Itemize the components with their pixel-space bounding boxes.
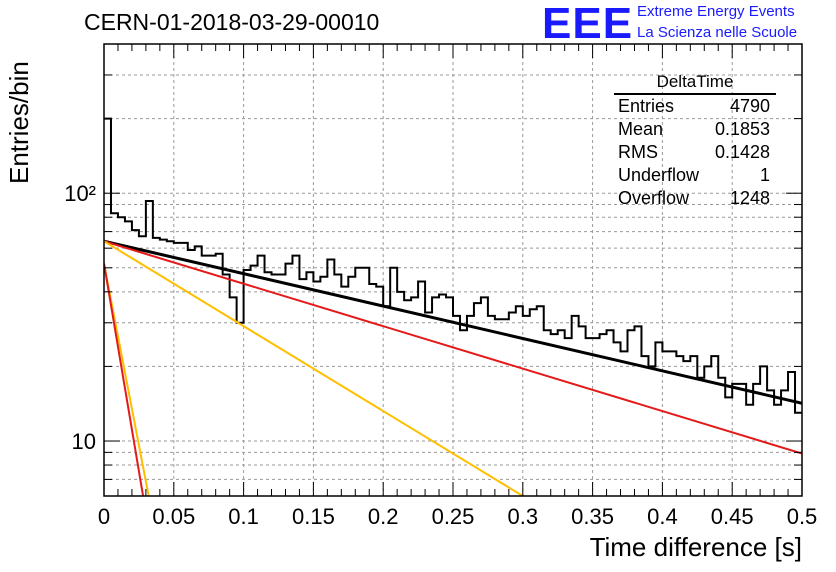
x-tick-label: 0.25 xyxy=(432,504,475,529)
x-tick-label: 0.35 xyxy=(571,504,614,529)
x-tick-label: 0.4 xyxy=(647,504,678,529)
x-tick-label: 0.45 xyxy=(711,504,754,529)
fit-curve-5 xyxy=(104,263,145,496)
stats-value: 1 xyxy=(759,165,770,185)
x-tick-label: 0.1 xyxy=(228,504,259,529)
fit-curve-3 xyxy=(104,240,524,496)
stats-label: Underflow xyxy=(618,165,700,185)
stats-box: DeltaTime Entries 4790 Mean 0.1853 RMS 0… xyxy=(612,72,778,210)
logo-line-1: Extreme Energy Events xyxy=(637,3,795,20)
logo-line-2: La Scienza nelle Scuole xyxy=(637,24,798,41)
x-tick-label: 0.5 xyxy=(787,504,818,529)
stats-value: 4790 xyxy=(729,96,770,116)
y-axis-label: Entries/bin xyxy=(4,61,34,184)
stats-label: Overflow xyxy=(618,188,690,208)
stats-row-mean: Mean 0.1853 xyxy=(612,118,778,141)
stats-title: DeltaTime xyxy=(614,72,776,95)
stats-value: 1248 xyxy=(729,188,770,208)
fit-curve-1 xyxy=(104,239,802,405)
stats-row-underflow: Underflow 1 xyxy=(612,164,778,187)
x-tick-label: 0.3 xyxy=(508,504,539,529)
run-title: CERN-01-2018-03-29-00010 xyxy=(84,9,380,35)
stats-label: RMS xyxy=(618,142,658,162)
x-tick-label: 0.05 xyxy=(152,504,195,529)
fit-curve-2 xyxy=(104,240,802,455)
y-tick-label: 10² xyxy=(64,181,96,206)
stats-row-entries: Entries 4790 xyxy=(612,95,778,118)
y-tick-label: 10 xyxy=(72,429,96,454)
histogram-line xyxy=(104,117,802,414)
x-tick-label: 0.15 xyxy=(292,504,335,529)
stats-label: Entries xyxy=(618,96,675,116)
x-tick-label: 0.2 xyxy=(368,504,399,529)
stats-value: 0.1428 xyxy=(714,142,770,162)
eee-logo: EEE xyxy=(542,0,634,48)
stats-label: Mean xyxy=(618,119,664,139)
x-axis-label: Time difference [s] xyxy=(589,532,802,562)
x-tick-label: 0 xyxy=(98,504,110,529)
stats-value: 0.1853 xyxy=(714,119,770,139)
stats-row-overflow: Overflow 1248 xyxy=(612,187,778,210)
stats-row-rms: RMS 0.1428 xyxy=(612,141,778,164)
